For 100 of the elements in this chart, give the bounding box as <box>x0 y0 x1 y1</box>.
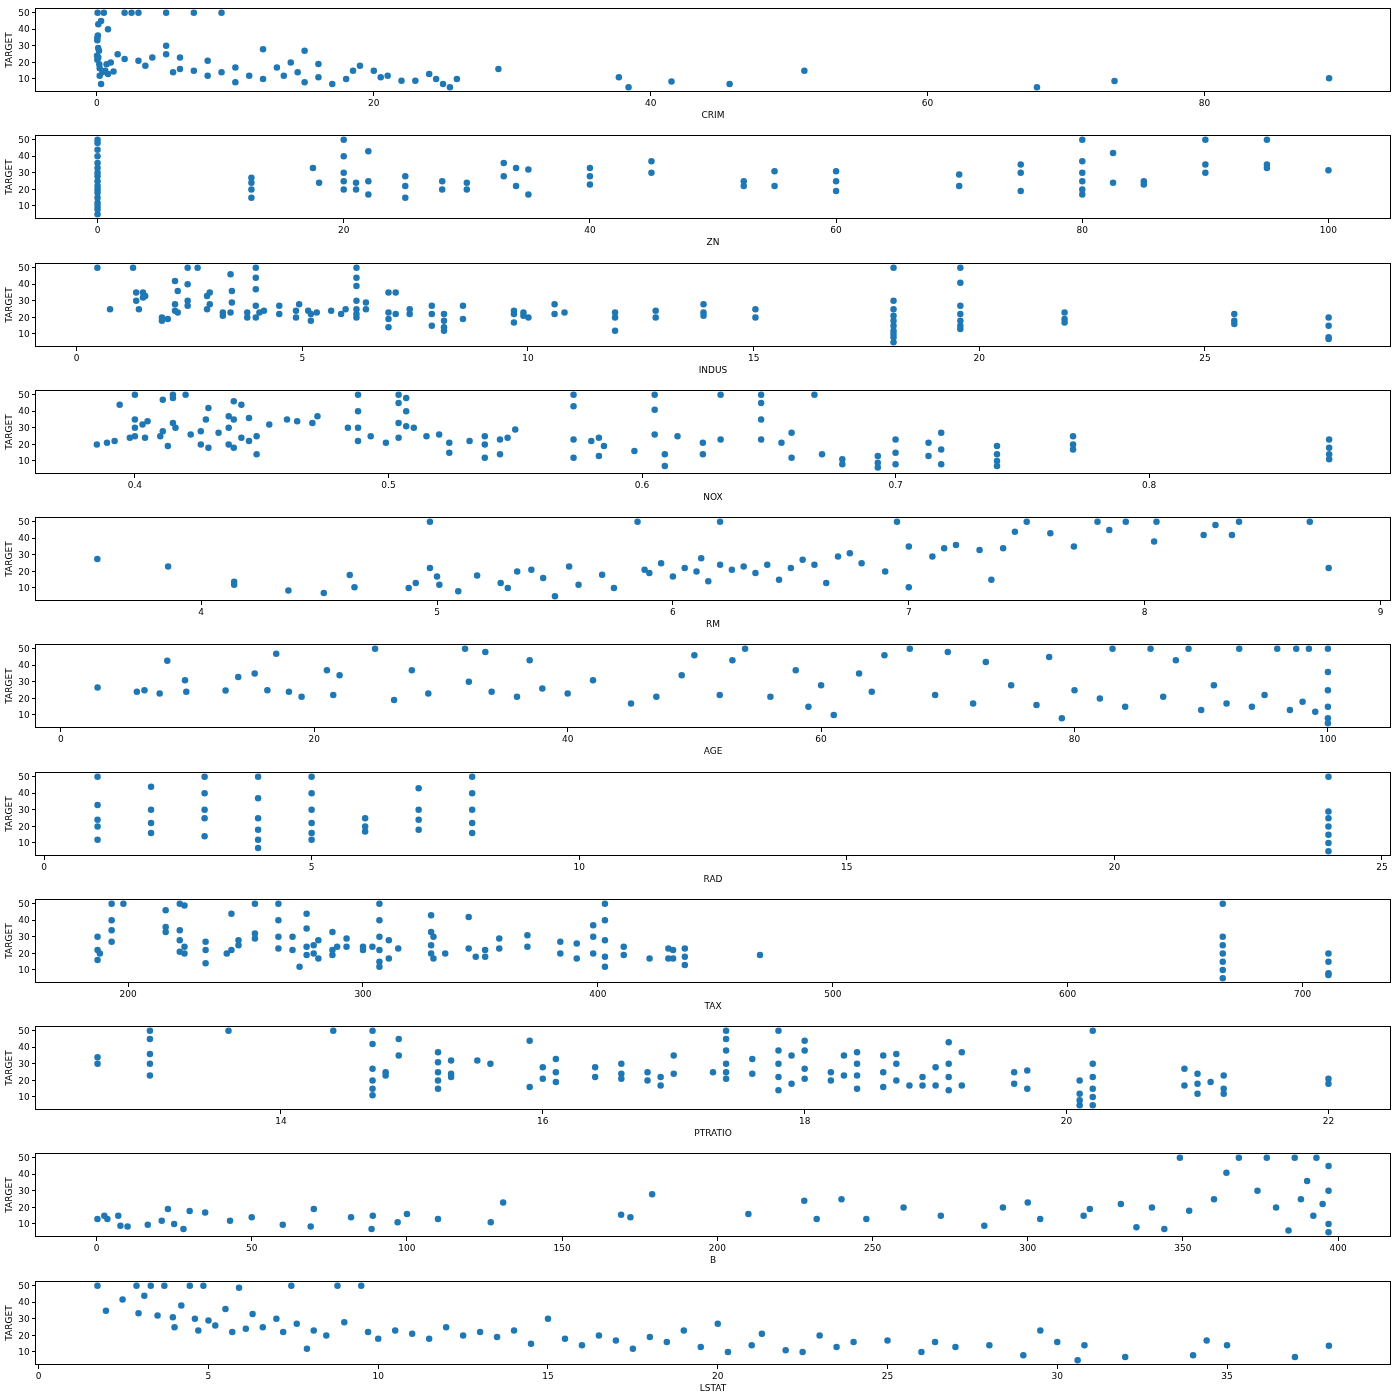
x-axis-title: ZN <box>706 237 720 248</box>
point <box>1325 773 1332 780</box>
y-tick-label: 10 <box>18 1092 30 1103</box>
y-tick-label: 10 <box>18 201 30 212</box>
point <box>201 773 208 780</box>
point <box>415 826 422 833</box>
y-tick-label: 30 <box>18 1059 30 1070</box>
x-tick-label: 5 <box>205 1370 212 1381</box>
x-axis-title: LSTAT <box>699 1382 727 1393</box>
point <box>415 806 422 813</box>
y-tick-label: 10 <box>18 710 30 721</box>
point <box>94 816 101 823</box>
x-tick-label: 300 <box>354 989 372 1000</box>
point <box>468 806 476 813</box>
x-tick-label: 400 <box>1329 1243 1348 1254</box>
point <box>1325 822 1332 830</box>
x-tick-label: 100 <box>398 1243 416 1254</box>
x-tick-label: 35 <box>1221 1370 1233 1381</box>
y-tick-label: 20 <box>18 312 30 323</box>
y-tick-label: 40 <box>18 533 30 544</box>
y-axis-title: TARGET <box>3 795 14 833</box>
x-tick-label: 50 <box>246 1243 258 1254</box>
point <box>201 832 208 840</box>
y-tick-label: 10 <box>18 455 30 466</box>
point <box>201 806 208 813</box>
x-tick-label: 700 <box>1294 989 1312 1000</box>
x-tick-label: 15 <box>747 352 760 363</box>
y-tick-label: 30 <box>18 1313 30 1324</box>
point <box>147 829 155 836</box>
x-axis-title: PTRATIO <box>694 1128 732 1139</box>
x-tick-label: 16 <box>537 1116 549 1127</box>
point <box>1325 831 1332 838</box>
y-axis-title: TARGET <box>3 413 14 451</box>
x-tick-label: 0.8 <box>1141 480 1157 491</box>
x-tick-label: 22 <box>1322 1116 1335 1127</box>
point <box>254 814 262 821</box>
x-tick-label: 5 <box>308 861 315 872</box>
x-tick-label: 20 <box>973 352 986 363</box>
y-tick-label: 40 <box>18 1297 30 1308</box>
y-axis-title: TARGET <box>3 540 14 578</box>
x-axis-title: AGE <box>703 746 723 757</box>
x-tick-label: 0 <box>41 861 48 872</box>
point <box>308 819 315 826</box>
y-axis-title: TARGET <box>3 286 14 324</box>
y-tick-label: 50 <box>18 516 30 527</box>
point <box>94 822 101 830</box>
point <box>201 789 208 797</box>
x-axis-title: NOX <box>703 491 723 502</box>
point <box>147 783 155 790</box>
point <box>254 773 262 780</box>
y-tick-label: 40 <box>18 278 30 289</box>
x-tick-label: 20 <box>338 225 350 236</box>
y-tick-label: 30 <box>18 295 30 306</box>
y-tick-label: 30 <box>18 550 30 561</box>
x-tick-label: 40 <box>584 225 596 236</box>
y-tick-label: 40 <box>18 151 30 162</box>
y-tick-label: 40 <box>18 24 30 35</box>
x-tick-label: 5 <box>434 607 440 618</box>
x-tick-label: 20 <box>1060 1116 1073 1127</box>
x-axis-title: CRIM <box>701 110 725 121</box>
x-tick-label: 15 <box>841 861 853 872</box>
y-axis-title: TARGET <box>3 1049 14 1087</box>
y-tick-label: 30 <box>18 677 30 688</box>
x-tick-label: 10 <box>372 1370 385 1381</box>
x-tick-label: 100 <box>1319 734 1337 745</box>
y-axis-title: TARGET <box>3 1304 14 1342</box>
x-tick-label: 250 <box>863 1243 882 1254</box>
x-tick-label: 9 <box>1377 607 1384 618</box>
y-tick-label: 30 <box>18 1186 30 1197</box>
point <box>415 816 422 823</box>
x-tick-label: 60 <box>830 225 843 236</box>
x-tick-label: 0 <box>35 1370 42 1381</box>
y-tick-label: 30 <box>18 804 30 815</box>
point <box>1325 847 1332 855</box>
x-tick-label: 80 <box>1068 734 1081 745</box>
y-tick-label: 50 <box>18 644 30 655</box>
x-tick-label: 20 <box>712 1370 724 1381</box>
point <box>1325 839 1332 846</box>
x-tick-label: 0 <box>94 225 101 236</box>
x-tick-label: 10 <box>522 352 534 363</box>
x-tick-label: 200 <box>708 1243 727 1254</box>
x-axis-title: INDUS <box>698 364 728 375</box>
point <box>308 773 315 780</box>
x-tick-label: 25 <box>1376 861 1388 872</box>
point <box>468 789 476 797</box>
x-tick-label: 0 <box>93 1243 100 1254</box>
x-axis-title: B <box>709 1255 717 1266</box>
x-tick-label: 300 <box>1019 1243 1037 1254</box>
point <box>94 773 101 780</box>
y-tick-label: 50 <box>18 1280 30 1291</box>
x-tick-label: 14 <box>275 1116 287 1127</box>
y-tick-label: 20 <box>18 57 30 68</box>
x-tick-label: 20 <box>308 734 321 745</box>
y-tick-label: 30 <box>18 931 30 942</box>
y-axis-title: TARGET <box>3 922 14 960</box>
y-tick-label: 10 <box>18 328 30 339</box>
x-tick-label: 0 <box>94 98 101 109</box>
x-tick-label: 60 <box>815 734 828 745</box>
y-tick-label: 10 <box>18 1346 30 1357</box>
x-tick-label: 0 <box>57 734 64 745</box>
